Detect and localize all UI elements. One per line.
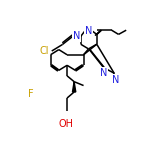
- Text: N: N: [73, 31, 80, 41]
- Text: F: F: [28, 89, 34, 99]
- Text: Cl: Cl: [40, 46, 49, 56]
- Text: OH: OH: [59, 119, 74, 129]
- Text: N: N: [100, 68, 107, 78]
- Text: N: N: [85, 26, 92, 36]
- Text: N: N: [112, 75, 119, 85]
- Polygon shape: [73, 82, 76, 92]
